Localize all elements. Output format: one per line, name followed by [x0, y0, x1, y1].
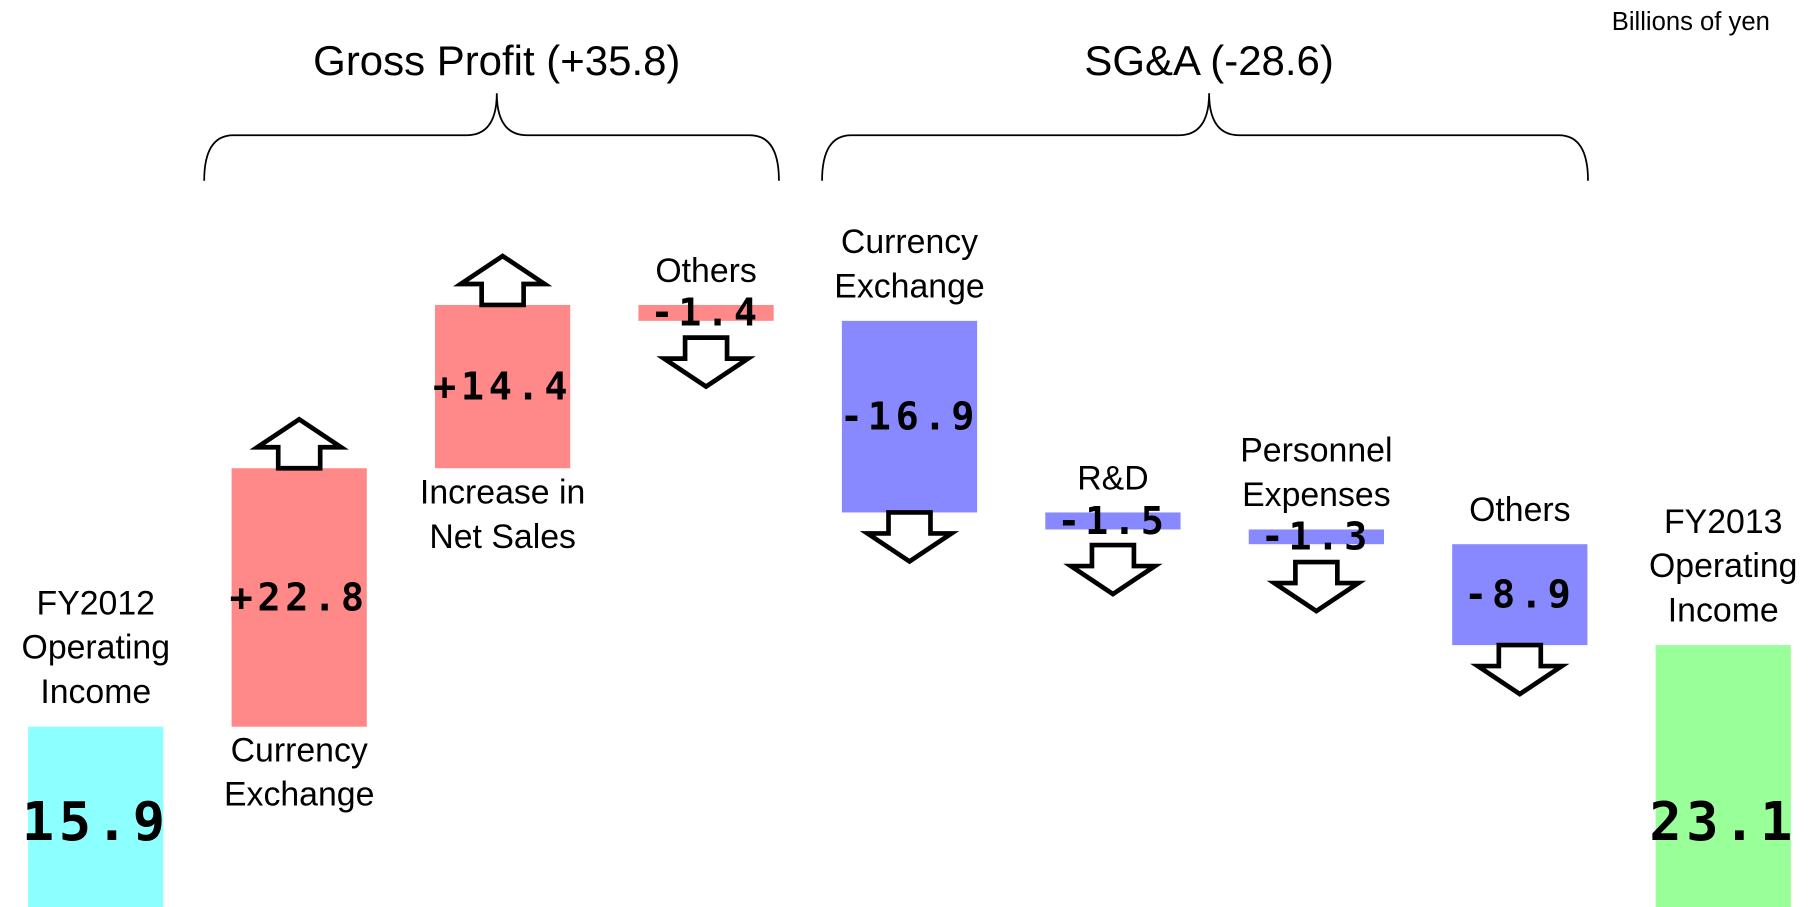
category-label-box: Increase in Net Sales [419, 474, 586, 556]
category-label: Currency Exchange [224, 732, 375, 815]
category-label-box: Others [655, 252, 757, 290]
bracket [203, 93, 780, 181]
category-label: Others [655, 252, 757, 290]
category-label: R&D [1077, 459, 1149, 498]
value-label: -8.9 [1464, 572, 1575, 617]
bar [841, 320, 978, 513]
bar [1655, 645, 1791, 907]
value-label: -1.5 [1057, 499, 1168, 544]
value-label: 15.9 [22, 790, 170, 853]
bar [435, 304, 571, 469]
category-label-box: Currency Exchange [224, 732, 375, 815]
group-label: Gross Profit (+35.8) [313, 37, 680, 84]
value-label: +14.4 [433, 364, 572, 409]
bar [638, 304, 774, 321]
value-label: -1.4 [650, 291, 761, 336]
down-arrow [656, 335, 756, 390]
category-label: Others [1469, 491, 1571, 530]
category-label-box: Others [1469, 491, 1571, 530]
category-label-box: R&D [1077, 459, 1149, 498]
category-label: FY2013 Operating Income [1648, 504, 1798, 630]
category-label-box: Currency Exchange [834, 224, 985, 306]
down-arrow [1266, 559, 1367, 614]
bracket [821, 93, 1589, 181]
bar [1248, 529, 1384, 545]
bar [28, 726, 164, 907]
category-label: Currency Exchange [834, 224, 985, 306]
bar [231, 468, 367, 727]
down-arrow [859, 510, 960, 565]
value-label: 23.1 [1649, 790, 1797, 853]
unit-label: Billions of yen [1612, 8, 1770, 36]
down-arrow [1063, 542, 1163, 597]
group-label: SG&A (-28.6) [1084, 37, 1334, 84]
bar [1452, 544, 1588, 646]
down-arrow [1470, 642, 1570, 697]
category-label-box: FY2013 Operating Income [1648, 504, 1798, 630]
category-label-box: Personnel Expenses [1240, 432, 1393, 515]
bar [1045, 512, 1181, 530]
category-label-box: FY2012 Operating Income [21, 585, 170, 712]
up-arrow [452, 253, 553, 308]
value-label: -16.9 [840, 394, 979, 439]
category-label: FY2012 Operating Income [21, 585, 170, 712]
category-label: Increase in Net Sales [419, 474, 586, 556]
value-label: +22.8 [230, 575, 369, 620]
up-arrow [249, 416, 349, 471]
value-label: -1.3 [1261, 515, 1372, 560]
category-label: Personnel Expenses [1240, 432, 1393, 515]
